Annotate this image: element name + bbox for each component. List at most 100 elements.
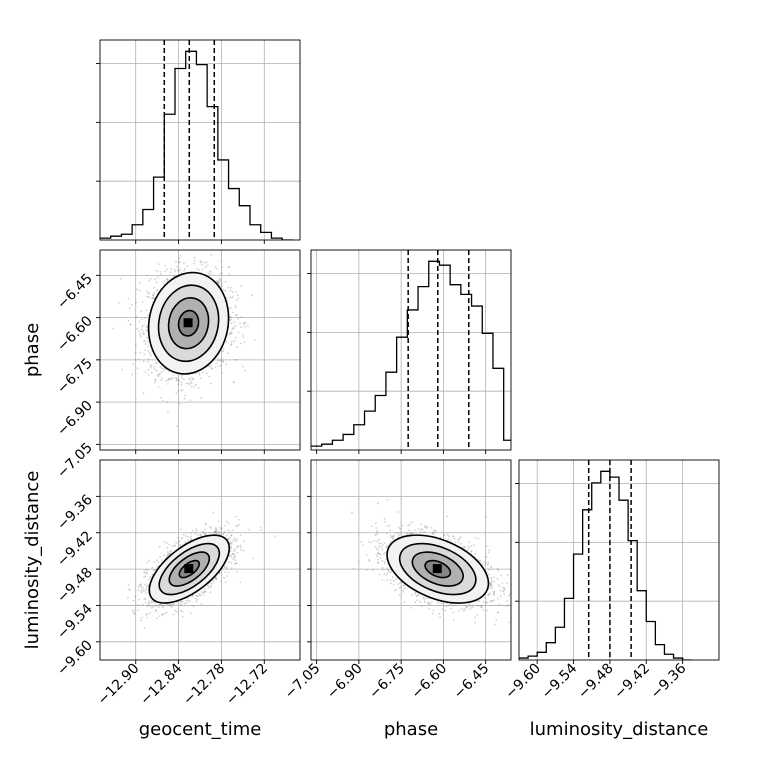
scatter-point — [147, 584, 150, 587]
scatter-point — [142, 392, 145, 394]
scatter-point — [198, 373, 201, 376]
scatter-point — [178, 257, 181, 260]
scatter-point — [169, 550, 172, 553]
scatter-point — [156, 369, 158, 372]
scatter-point — [226, 566, 228, 568]
scatter-point — [214, 532, 217, 534]
scatter-point — [228, 561, 231, 563]
scatter-point — [183, 262, 185, 265]
scatter-point — [146, 325, 148, 328]
scatter-point — [144, 575, 147, 577]
scatter-point — [178, 261, 181, 264]
scatter-point — [215, 267, 218, 270]
scatter-point — [221, 359, 224, 362]
scatter-point — [219, 533, 222, 536]
scatter-point — [227, 537, 230, 540]
scatter-point — [196, 595, 199, 598]
scatter-point — [180, 528, 182, 531]
scatter-point — [182, 533, 185, 536]
scatter-point — [198, 594, 201, 597]
scatter-point — [171, 378, 174, 381]
scatter-point — [233, 537, 236, 540]
scatter-point — [171, 545, 174, 548]
scatter-point — [143, 333, 145, 335]
scatter-point — [146, 569, 149, 571]
scatter-point — [223, 530, 226, 533]
scatter-point — [193, 256, 196, 259]
scatter-point — [142, 332, 145, 335]
scatter-point — [147, 314, 150, 316]
scatter-point — [208, 273, 211, 275]
scatter-point — [235, 314, 238, 317]
scatter-point — [135, 315, 138, 318]
scatter-point — [202, 591, 205, 594]
scatter-point — [242, 540, 245, 543]
scatter-point — [242, 323, 245, 326]
scatter-point — [147, 601, 150, 604]
scatter-point — [133, 612, 136, 615]
scatter-point — [146, 326, 148, 329]
scatter-point — [236, 524, 239, 527]
scatter-point — [145, 589, 148, 592]
scatter-point — [242, 336, 245, 338]
scatter-point — [210, 367, 213, 369]
scatter-point — [146, 605, 149, 607]
scatter-point — [231, 295, 234, 298]
scatter-point — [136, 367, 139, 370]
scatter-point — [189, 612, 192, 615]
scatter-point — [195, 594, 197, 597]
scatter-point — [218, 279, 221, 281]
scatter-point — [154, 362, 157, 365]
scatter-point — [147, 578, 150, 581]
scatter-point — [155, 605, 158, 608]
scatter-point — [180, 609, 182, 612]
scatter-point — [203, 587, 206, 590]
scatter-point — [224, 565, 226, 568]
scatter-point — [240, 326, 242, 328]
scatter-point — [229, 550, 232, 552]
scatter-point — [220, 260, 223, 263]
scatter-point — [146, 561, 149, 564]
scatter-point — [129, 323, 132, 326]
scatter-point — [200, 603, 203, 606]
scatter-point — [175, 611, 178, 613]
scatter-point — [145, 290, 148, 293]
scatter-point — [143, 576, 146, 578]
scatter-point — [175, 377, 178, 380]
scatter-point — [187, 599, 190, 602]
scatter-point — [234, 555, 237, 557]
scatter-point — [236, 562, 239, 564]
scatter-point — [222, 533, 225, 535]
scatter-point — [139, 334, 142, 337]
scatter-point — [221, 372, 223, 374]
scatter-point — [150, 602, 153, 604]
scatter-point — [242, 365, 244, 368]
scatter-point — [159, 270, 162, 273]
scatter-point — [227, 286, 230, 289]
scatter-point — [220, 358, 223, 361]
scatter-point — [112, 327, 115, 330]
scatter-point — [154, 604, 157, 606]
scatter-point — [209, 365, 212, 368]
scatter-point — [148, 559, 150, 562]
scatter-point — [239, 581, 242, 584]
scatter-point — [214, 530, 217, 533]
scatter-point — [144, 349, 147, 351]
scatter-point — [158, 263, 160, 265]
scatter-point — [153, 286, 156, 289]
scatter-point — [128, 588, 131, 590]
scatter-point — [217, 357, 220, 360]
scatter-point — [252, 557, 255, 560]
scatter-point — [163, 604, 166, 607]
scatter-point — [168, 554, 170, 556]
scatter-point — [214, 527, 217, 529]
scatter-point — [135, 301, 138, 304]
scatter-point — [208, 375, 211, 378]
scatter-point — [153, 569, 156, 571]
scatter-point — [146, 274, 149, 277]
scatter-point — [147, 292, 150, 295]
scatter-point — [177, 261, 180, 263]
scatter-point — [244, 322, 247, 324]
scatter-point — [157, 375, 160, 378]
scatter-point — [233, 553, 236, 556]
